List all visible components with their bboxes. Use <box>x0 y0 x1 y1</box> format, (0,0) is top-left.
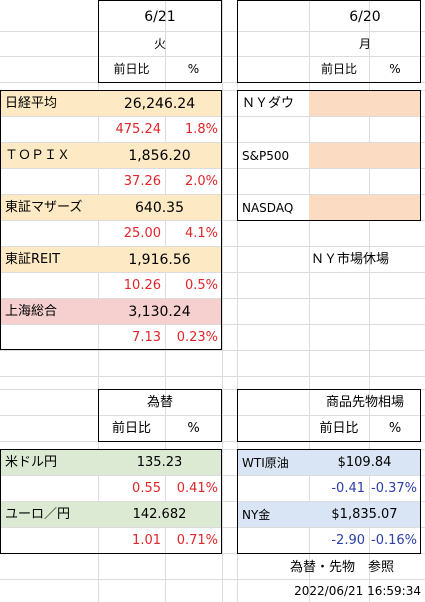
index-pct-mothers: 4.1% <box>184 225 218 241</box>
left-header-weekday: 火 <box>153 36 166 51</box>
fx-change-eurjpy: 1.01 <box>132 532 161 548</box>
fx-name-usdjpy: 米ドル円 <box>1 450 98 475</box>
index-name-nydow: ＮＹダウ <box>242 96 295 111</box>
fx-change-col: 前日比 <box>111 420 151 436</box>
index-name-shanghai: 上海総合 <box>1 299 98 324</box>
index-value-nydow <box>309 91 420 116</box>
index-change-nikkei: 475.24 <box>115 121 162 137</box>
fx-value-usdjpy: 135.23 <box>98 450 221 475</box>
index-name-topix: ＴＯＰＩＸ <box>1 143 98 168</box>
fx-value-eurjpy: 142.682 <box>98 502 221 527</box>
index-name-reit: 東証REIT <box>1 247 98 272</box>
index-value-reit: 1,916.56 <box>98 247 221 272</box>
fx-table-box <box>0 449 222 554</box>
fx-change-usdjpy: 0.55 <box>132 480 161 496</box>
left-header-box <box>98 0 222 83</box>
fx-pct-col: % <box>187 420 200 436</box>
fx-pct-eurjpy: 0.71% <box>176 532 218 548</box>
fx-name-eurjpy: ユーロ／円 <box>1 502 98 527</box>
commodity-pct-gold: -0.16% <box>371 532 417 548</box>
index-pct-shanghai: 0.23% <box>176 329 218 345</box>
index-name-sp500: S&P500 <box>242 148 290 163</box>
commodities-pct-col: % <box>388 420 402 436</box>
index-value-nasdaq <box>309 195 420 220</box>
commodity-name-wti: WTI原油 <box>238 450 309 475</box>
right-header-date: 6/20 <box>349 9 381 25</box>
left-header-change-col: 前日比 <box>113 62 150 76</box>
index-change-mothers: 25.00 <box>123 225 161 241</box>
index-value-topix: 1,856.20 <box>98 143 221 168</box>
commodities-header-box <box>237 389 421 442</box>
commodities-change-col: 前日比 <box>319 420 359 436</box>
fx-pct-usdjpy: 0.41% <box>176 480 218 496</box>
commodity-change-gold: -2.90 <box>331 532 365 548</box>
index-pct-nikkei: 1.8% <box>184 121 218 137</box>
right-header-change-col: 前日比 <box>320 62 357 76</box>
footer-source-note: 為替・先物 参照 <box>290 559 395 575</box>
commodities-table-box <box>237 449 421 554</box>
right-header-weekday: 月 <box>358 36 371 51</box>
commodity-change-wti: -0.41 <box>331 480 365 496</box>
fx-title: 為替 <box>146 395 173 410</box>
index-value-sp500 <box>309 143 420 168</box>
japan-indices-box <box>0 90 222 350</box>
left-header-date: 6/21 <box>144 9 176 25</box>
right-header-box <box>237 0 421 83</box>
index-name-mothers: 東証マザーズ <box>1 195 98 220</box>
index-value-nikkei: 26,246.24 <box>98 91 221 116</box>
us-market-holiday-note: ＮＹ市場休場 <box>310 251 389 267</box>
index-value-shanghai: 3,130.24 <box>98 299 221 324</box>
index-value-mothers: 640.35 <box>98 195 221 220</box>
index-change-reit: 10.26 <box>123 277 161 293</box>
commodity-value-gold: $1,835.07 <box>309 502 420 527</box>
index-pct-topix: 2.0% <box>184 173 218 189</box>
fx-header-box <box>98 389 222 442</box>
index-change-shanghai: 7.13 <box>132 329 161 345</box>
right-header-pct-col: % <box>389 62 401 76</box>
us-indices-box <box>237 90 421 221</box>
index-name-nikkei: 日経平均 <box>1 91 98 116</box>
index-pct-reit: 0.5% <box>184 277 218 293</box>
index-change-topix: 37.26 <box>123 173 161 189</box>
commodities-title: 商品先物相場 <box>325 395 404 410</box>
index-name-nasdaq: NASDAQ <box>242 200 294 215</box>
footer-timestamp: 2022/06/21 16:59:34 <box>294 584 421 598</box>
commodity-value-wti: $109.84 <box>309 450 420 475</box>
commodity-name-gold: NY金 <box>238 502 309 527</box>
commodity-pct-wti: -0.37% <box>371 480 417 496</box>
left-header-pct-col: % <box>187 62 200 76</box>
